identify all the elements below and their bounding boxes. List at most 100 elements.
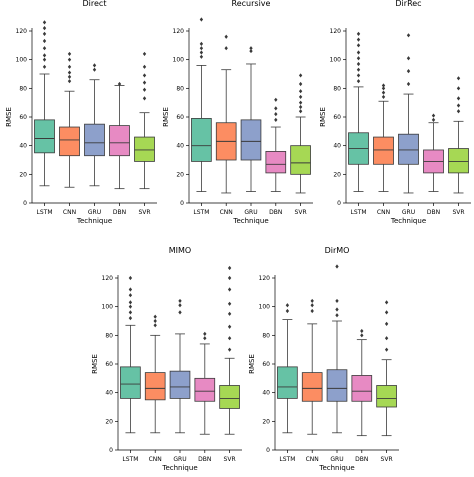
outlier-point [142,96,147,101]
iqr-box [376,385,397,408]
outlier-point [92,63,97,68]
outlier-point [128,310,133,315]
y-tick-label: 100 [330,57,342,64]
iqr-box [169,370,191,399]
x-tick-label: LSTM [193,209,209,216]
outlier-point [406,33,411,38]
outlier-point [335,298,339,304]
outlier-point [153,318,157,324]
outlier-point [356,67,361,72]
outlier-point [285,303,290,308]
outlier-point [381,86,386,91]
y-tick-label: 20 [105,418,113,425]
outlier-point [384,336,389,341]
y-tick-label: 100 [102,304,114,311]
outlier-point [384,321,389,326]
box-gru [240,46,262,192]
outlier-point [67,79,72,84]
x-tick-label: LSTM [37,209,53,216]
x-axis-label: Technique [390,217,426,225]
box-cnn [144,314,166,434]
outlier-point [298,73,303,78]
iqr-box [194,377,216,402]
iqr-box [84,123,105,157]
y-tick-label: 20 [262,418,270,425]
box-svr [448,76,469,194]
outlier-point [384,300,389,305]
outlier-point [249,48,253,54]
outlier-point [381,83,386,88]
outlier-point [42,46,47,51]
x-tick-label: CNN [63,209,76,216]
y-tick-label: 80 [262,332,270,339]
iqr-box [277,366,298,399]
box-lstm [34,20,55,187]
box-lstm [348,31,369,192]
subplot-title: Direct [83,0,107,8]
box-dbn [351,328,373,437]
iqr-box [301,372,323,402]
subplot-recursive: Recursive 0 20 40 60 80 100 120 RMSE LSTM CNN GRU DB… [162,0,313,225]
y-tick-label: 20 [333,171,341,178]
outlier-point [274,117,278,122]
x-tick-label: SVR [295,209,307,216]
outlier-point [456,86,461,91]
outlier-point [356,79,361,84]
y-tick-label: 40 [333,143,341,150]
outlier-point [92,67,97,72]
box-cnn [215,34,237,194]
outlier-point [456,103,461,108]
x-tick-label: CNN [377,209,390,216]
y-tick-label: 60 [176,114,184,121]
outlier-point [128,293,133,298]
outlier-point [199,46,204,51]
box-gru [398,33,419,194]
outlier-point [310,308,314,314]
outlier-point [203,336,207,341]
iqr-box [109,125,130,157]
outlier-point [67,51,72,57]
x-tick-label: LSTM [122,456,138,463]
outlier-point [142,64,147,69]
outlier-point [406,81,411,87]
box-dbn [194,331,216,435]
iqr-box [191,118,212,162]
outlier-point [199,17,204,22]
outlier-point [298,104,303,110]
box-svr [134,51,155,190]
outlier-point [227,301,232,306]
y-tick-label: 100 [173,57,185,64]
y-tick-label: 40 [105,390,113,397]
y-tick-label: 120 [173,28,185,35]
outlier-point [153,323,157,328]
outlier-point [128,300,133,305]
outlier-point [199,50,204,55]
outlier-point [203,331,207,336]
outlier-point [67,74,72,79]
y-tick-label: 60 [19,114,27,121]
y-tick-label: 100 [259,304,271,311]
outlier-point [310,298,314,304]
iqr-box [290,145,311,175]
outlier-point [42,57,47,62]
outlier-point [274,106,278,111]
y-tick-label: 120 [102,275,114,282]
y-tick-label: 80 [176,85,184,92]
y-tick-label: 120 [330,28,342,35]
outlier-point [142,80,147,85]
x-tick-label: CNN [149,456,162,463]
outlier-point [356,73,361,78]
outlier-point [42,26,47,31]
outlier-point [298,100,303,105]
outlier-point [42,31,47,36]
outlier-point [67,57,72,62]
x-tick-label: SVR [381,456,393,463]
y-tick-label: 80 [333,85,341,92]
x-tick-label: SVR [452,209,464,216]
outlier-point [224,34,228,39]
outlier-point [227,347,232,352]
outlier-point [274,112,278,117]
outlier-point [178,298,182,304]
outlier-point [431,113,436,118]
subplot-dirmo: DirMO 0 20 40 60 80 100 120 RMSE LSTM CNN GRU DBN SVR… [248,246,399,472]
